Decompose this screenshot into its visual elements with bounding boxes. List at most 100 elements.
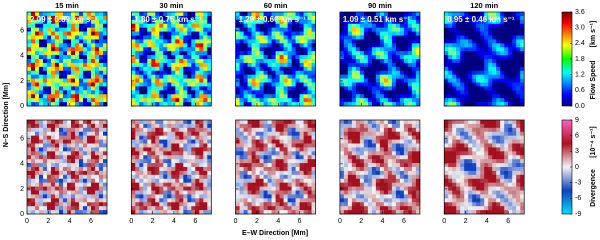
map-cell [47,202,51,206]
map-cell [496,43,500,47]
map-cell [147,98,151,102]
map-cell [268,63,272,67]
map-cell [252,51,256,55]
map-cell [448,191,452,195]
map-cell [460,163,464,167]
map-cell [452,32,456,36]
map-cell [43,75,47,79]
map-cell [468,75,472,79]
map-cell [131,24,135,28]
map-cell [348,120,352,124]
map-cell [488,51,492,55]
map-cell [288,132,292,136]
map-cell [203,206,207,210]
map-cell [380,191,384,195]
map-cell [388,120,392,124]
map-cell [492,159,496,163]
map-cell [59,194,63,198]
map-cell [155,124,159,128]
map-cell [83,175,87,179]
map-cell [71,43,75,47]
map-cell [240,128,244,132]
map-cell [256,167,260,171]
map-cell [344,71,348,75]
map-cell [131,39,135,43]
map-cell [155,63,159,67]
map-cell [175,175,179,179]
map-cell [444,90,448,94]
map-cell [276,59,280,63]
map-cell [171,90,175,94]
map-cell [187,191,191,195]
map-cell [248,183,252,187]
map-cell [135,83,139,87]
map-cell [364,179,368,183]
map-cell [83,159,87,163]
map-cell [99,194,103,198]
column-title: 90 min [368,1,392,10]
map-cell [452,43,456,47]
map-cell [444,28,448,32]
map-cell [240,28,244,32]
map-cell [268,151,272,155]
map-cell [95,167,99,171]
map-cell [504,151,508,155]
map-cell [516,198,520,202]
map-cell [91,124,95,128]
map-cell [51,175,55,179]
map-cell [272,71,276,75]
map-cell [356,151,360,155]
map-cell [183,147,187,151]
map-cell [240,86,244,90]
map-cell [408,36,412,40]
map-cell [199,79,203,83]
map-cell [236,194,240,198]
map-cell [264,94,268,98]
map-cell [496,98,500,102]
map-cell [296,28,300,32]
map-cell [516,167,520,171]
map-cell [488,39,492,43]
map-cell [27,83,31,87]
map-cell [448,144,452,148]
map-cell [191,94,195,98]
map-cell [408,24,412,28]
map-cell [276,136,280,140]
map-cell [59,47,63,51]
map-cell [364,151,368,155]
map-cell [203,171,207,175]
map-cell [344,175,348,179]
map-cell [280,163,284,167]
map-cell [512,47,516,51]
map-cell [171,98,175,102]
map-cell [288,39,292,43]
map-cell [27,36,31,40]
map-cell [35,90,39,94]
map-cell [480,39,484,43]
map-cell [304,187,308,191]
map-cell [236,32,240,36]
map-cell [496,32,500,36]
map-cell [67,167,71,171]
map-cell [99,55,103,59]
map-cell [51,83,55,87]
map-cell [248,151,252,155]
map-cell [504,59,508,63]
map-cell [304,83,308,87]
map-cell [512,179,516,183]
map-cell [268,198,272,202]
map-cell [464,55,468,59]
map-cell [292,159,296,163]
map-cell [412,36,416,40]
map-cell [468,175,472,179]
map-cell [392,59,396,63]
map-cell [264,120,268,124]
map-cell [464,59,468,63]
map-cell [508,71,512,75]
map-cell [288,59,292,63]
map-cell [187,67,191,71]
map-cell [199,128,203,132]
map-cell [352,175,356,179]
map-cell [308,179,312,183]
map-cell [464,120,468,124]
